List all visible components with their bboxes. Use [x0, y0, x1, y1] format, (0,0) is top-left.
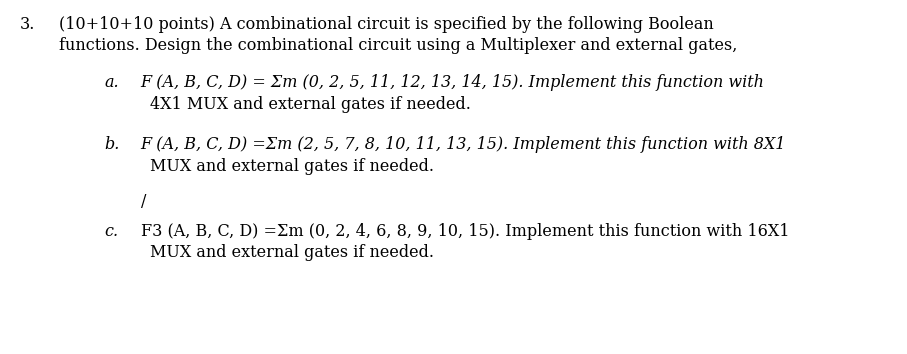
Text: 3.: 3.	[20, 16, 35, 33]
Text: F (A, B, C, D) =Σm (2, 5, 7, 8, 10, 11, 13, 15). Implement this function with 8X: F (A, B, C, D) =Σm (2, 5, 7, 8, 10, 11, …	[141, 136, 786, 153]
Text: 4X1 MUX and external gates if needed.: 4X1 MUX and external gates if needed.	[150, 96, 471, 113]
Text: functions. Design the combinational circuit using a Multiplexer and external gat: functions. Design the combinational circ…	[59, 37, 737, 54]
Text: a.: a.	[104, 74, 119, 91]
Text: c.: c.	[104, 223, 119, 240]
Text: b.: b.	[104, 136, 120, 153]
Text: MUX and external gates if needed.: MUX and external gates if needed.	[150, 158, 434, 175]
Text: F (A, B, C, D) = Σm (0, 2, 5, 11, 12, 13, 14, 15). Implement this function with: F (A, B, C, D) = Σm (0, 2, 5, 11, 12, 13…	[141, 74, 765, 91]
Text: /: /	[141, 193, 146, 210]
Text: MUX and external gates if needed.: MUX and external gates if needed.	[150, 244, 434, 261]
Text: (10+10+10 points) A combinational circuit is specified by the following Boolean: (10+10+10 points) A combinational circui…	[59, 16, 714, 33]
Text: F3 (A, B, C, D) =Σm (0, 2, 4, 6, 8, 9, 10, 15). Implement this function with 16X: F3 (A, B, C, D) =Σm (0, 2, 4, 6, 8, 9, 1…	[141, 223, 789, 240]
